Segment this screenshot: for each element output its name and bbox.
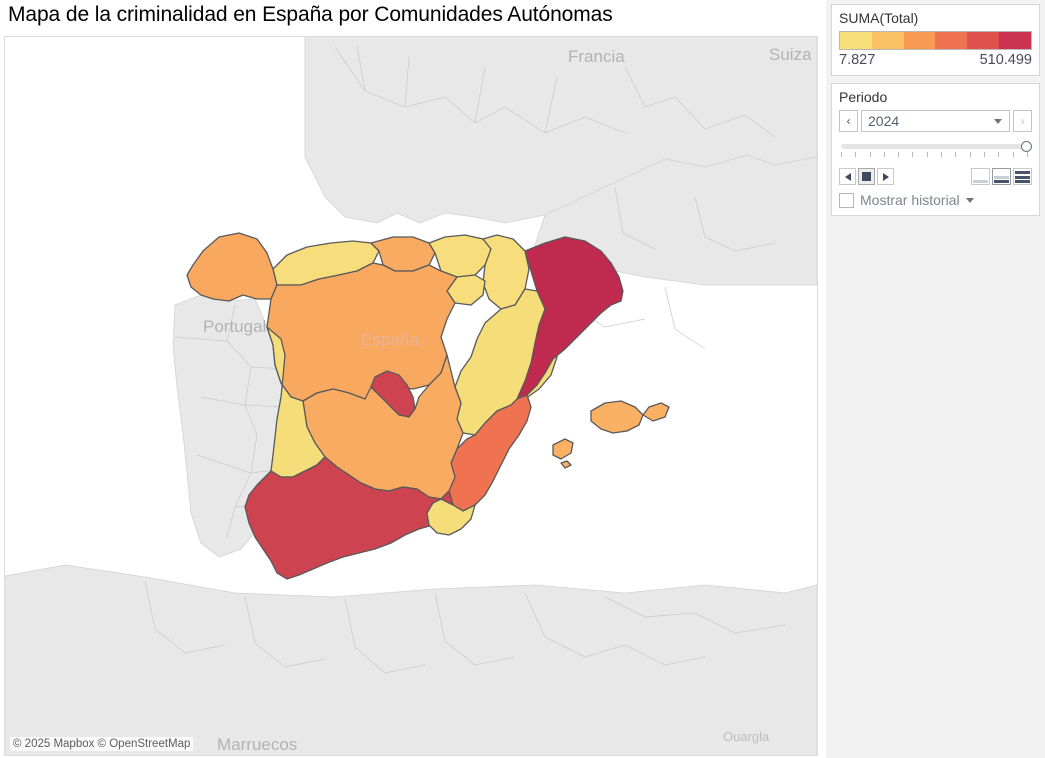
legend-max-value: 510.499 <box>979 52 1032 68</box>
history-chevron-down-icon[interactable] <box>965 197 974 203</box>
legend-color-ramp[interactable] <box>839 31 1032 50</box>
period-value: 2024 <box>868 113 900 129</box>
show-history-checkbox[interactable] <box>839 192 854 208</box>
right-panel: SUMA(Total) 7.827 510.499 Periodo ‹ 2024… <box>826 0 1045 758</box>
slider-tick <box>926 152 928 157</box>
legend-swatch-6 <box>999 32 1031 49</box>
chevron-down-icon <box>994 119 1002 124</box>
slider-tick <box>883 152 885 157</box>
basemap-borders <box>144 44 786 674</box>
page-title: Mapa de la criminalidad en España por Co… <box>8 3 613 26</box>
legend-swatch-2 <box>871 32 904 49</box>
slider-tick <box>1012 152 1014 157</box>
region-baleares[interactable] <box>552 400 670 469</box>
period-dropdown[interactable]: 2024 <box>861 110 1010 132</box>
slider-handle[interactable] <box>1021 141 1032 152</box>
legend-values: 7.827 510.499 <box>839 52 1032 68</box>
legend-swatch-5 <box>967 32 1000 49</box>
bar-icon <box>973 180 988 183</box>
speed-fast-button[interactable] <box>1013 168 1032 185</box>
playback-controls <box>839 167 1032 186</box>
bar-icon <box>994 180 1009 183</box>
legend-swatch-1 <box>840 32 872 49</box>
slider-tick <box>941 152 943 157</box>
slider-tick <box>912 152 914 157</box>
basemap-land <box>5 37 817 755</box>
legend-swatch-3 <box>903 32 936 49</box>
legend-min-value: 7.827 <box>839 52 876 68</box>
square-stop-icon <box>862 172 871 181</box>
period-selector-row: ‹ 2024 › <box>839 110 1032 132</box>
period-prev-button[interactable]: ‹ <box>839 110 858 132</box>
period-slider[interactable] <box>839 141 1032 162</box>
slider-tick <box>969 152 971 157</box>
slider-tick <box>983 152 985 157</box>
legend-card: SUMA(Total) 7.827 510.499 <box>831 4 1040 76</box>
show-history-label: Mostrar historial <box>860 192 960 208</box>
region-murcia[interactable] <box>426 498 476 536</box>
speed-slow-button[interactable] <box>971 168 990 185</box>
bar-icon <box>994 175 1009 179</box>
triangle-right-icon <box>882 172 889 181</box>
playback-stop-button[interactable] <box>858 168 875 185</box>
period-filter-card: Periodo ‹ 2024 › <box>831 83 1040 216</box>
region-andalucia[interactable] <box>244 456 454 580</box>
slider-tick <box>955 152 957 157</box>
map-attribution[interactable]: © 2025 Mapbox © OpenStreetMap <box>10 737 194 751</box>
slider-tick <box>869 152 871 157</box>
playback-forward-button[interactable] <box>877 168 894 185</box>
playback-speed-group <box>971 168 1032 185</box>
period-next-button[interactable]: › <box>1013 110 1032 132</box>
map-canvas[interactable]: Francia Suiza Portugal España Marruecos … <box>5 37 817 755</box>
legend-swatch-4 <box>935 32 968 49</box>
map-svg <box>5 37 817 755</box>
period-title: Periodo <box>839 89 888 105</box>
slider-tick <box>898 152 900 157</box>
bar-icon <box>1015 175 1030 179</box>
bar-icon <box>1015 180 1030 183</box>
slider-tick <box>998 152 1000 157</box>
playback-back-button[interactable] <box>839 168 856 185</box>
slider-tick <box>841 152 842 157</box>
show-history-row: Mostrar historial <box>839 192 1032 208</box>
choropleth-regions <box>186 232 670 580</box>
speed-medium-button[interactable] <box>992 168 1011 185</box>
triangle-left-icon <box>844 172 851 181</box>
slider-tick <box>1026 152 1028 157</box>
legend-title: SUMA(Total) <box>839 10 919 26</box>
bar-icon <box>1015 171 1030 174</box>
slider-tick <box>855 152 857 157</box>
slider-track[interactable] <box>841 144 1028 149</box>
slider-ticks <box>841 152 1028 157</box>
map-viewport[interactable]: Francia Suiza Portugal España Marruecos … <box>4 36 818 756</box>
region-cataluna[interactable] <box>516 236 624 400</box>
